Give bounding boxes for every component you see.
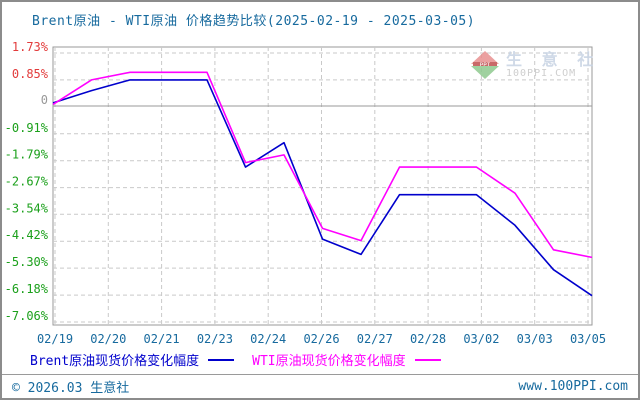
x-tick-label: 02/26 <box>303 332 339 346</box>
chart-title: Brent原油 - WTI原油 价格趋势比较(2025-02-19 - 2025… <box>32 14 476 29</box>
y-tick-label: 1.73% <box>12 40 49 54</box>
x-tick-label: 02/21 <box>144 332 180 346</box>
y-tick-label: -5.30% <box>5 255 49 269</box>
x-tick-label: 03/03 <box>517 332 553 346</box>
y-tick-label: 0 <box>41 93 48 107</box>
legend-item-wti: WTI原油现货价格变化幅度 <box>252 350 441 369</box>
y-tick-label: -6.18% <box>5 282 49 296</box>
legend-item-brent: Brent原油现货价格变化幅度 <box>30 350 235 369</box>
x-tick-label: 03/05 <box>570 332 606 346</box>
legend-label-brent: Brent原油现货价格变化幅度 <box>30 354 200 369</box>
y-tick-label: -7.06% <box>5 309 49 323</box>
x-tick-label: 03/02 <box>463 332 499 346</box>
brent-series-line <box>52 79 593 297</box>
x-tick-label: 02/20 <box>90 332 126 346</box>
plot-box <box>52 46 593 326</box>
legend-label-wti: WTI原油现货价格变化幅度 <box>252 354 406 369</box>
chart-legend: Brent原油现货价格变化幅度 WTI原油现货价格变化幅度 <box>30 350 459 369</box>
y-tick-label: -3.54% <box>5 201 49 215</box>
legend-line-swatch-wti <box>414 358 441 361</box>
x-tick-label: 02/27 <box>357 332 393 346</box>
x-tick-label: 02/23 <box>197 332 233 346</box>
x-tick-label: 02/19 <box>37 332 73 346</box>
wti-series-line <box>52 71 593 259</box>
footer-copyright: © 2026.03 生意社 <box>12 381 130 396</box>
y-tick-label: -2.67% <box>5 175 49 189</box>
y-tick-label: 0.85% <box>12 67 49 81</box>
footer-bar: © 2026.03 生意社 www.100PPI.com <box>2 374 638 398</box>
footer-website-link[interactable]: www.100PPI.com <box>518 379 628 394</box>
x-tick-label: 02/24 <box>250 332 286 346</box>
y-tick-label: -1.79% <box>5 148 49 162</box>
x-tick-label: 02/28 <box>410 332 446 346</box>
y-tick-label: -4.42% <box>5 228 49 242</box>
legend-line-swatch-brent <box>208 358 235 361</box>
y-tick-label: -0.91% <box>5 121 49 135</box>
